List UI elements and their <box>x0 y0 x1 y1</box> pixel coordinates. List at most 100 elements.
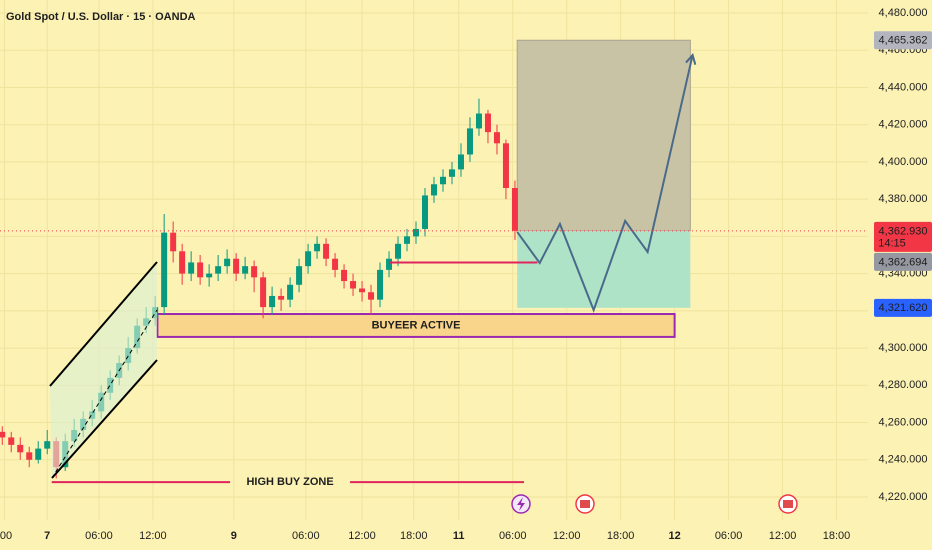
candle-body <box>323 243 330 259</box>
x-tick-label: 12:00 <box>553 530 581 542</box>
candle-body <box>260 277 267 308</box>
y-tick-label: 4,380.000 <box>879 193 928 205</box>
stop-box <box>517 230 691 308</box>
y-tick-label: 4,420.000 <box>879 119 928 131</box>
countdown: 14:15 <box>878 237 906 249</box>
price-label-box <box>874 31 932 50</box>
price-label-box <box>874 221 932 252</box>
x-tick-label: 18:00 <box>400 530 428 542</box>
candle-body <box>484 113 491 133</box>
channel-line <box>51 359 158 479</box>
price-label-box <box>874 298 932 317</box>
candle-body <box>314 243 321 252</box>
candle-body <box>475 113 482 129</box>
x-tick-label: 06:00 <box>499 530 527 542</box>
candle-body <box>206 273 213 278</box>
y-tick-label: 4,280.000 <box>879 379 928 391</box>
candle-body <box>278 295 285 300</box>
candle-body <box>404 236 411 244</box>
candle-body <box>413 228 420 237</box>
candle-body <box>350 281 357 289</box>
event-icon <box>517 497 525 511</box>
x-tick-label: 9 <box>231 530 237 542</box>
candle-body <box>431 184 437 196</box>
candle-body <box>269 295 276 308</box>
price-label-box <box>874 252 932 271</box>
channel-mid <box>51 309 158 479</box>
candle-body <box>359 288 366 293</box>
y-tick-label: 4,260.000 <box>879 416 928 428</box>
x-tick-label: 11 <box>453 530 465 542</box>
price-label: 4,362.694 <box>879 256 928 268</box>
price-label: 4,465.362 <box>879 35 928 47</box>
candle-body <box>8 437 15 445</box>
candle-body <box>179 251 186 274</box>
price-label: 4,321.620 <box>879 302 928 314</box>
candle-body <box>377 269 384 300</box>
candle-body <box>26 452 33 460</box>
x-tick-label: 18:00 <box>607 530 635 542</box>
x-tick-label: :00 <box>0 530 12 542</box>
candle-body <box>502 143 509 188</box>
candle-body <box>242 266 249 274</box>
target-box <box>516 39 691 232</box>
axis-bg <box>868 0 932 550</box>
x-tick-label: 18:00 <box>823 530 851 542</box>
candle-body <box>233 258 240 274</box>
chart-title: Gold Spot / U.S. Dollar · 15 · OANDA <box>6 11 196 23</box>
candle-body <box>188 262 195 274</box>
candle-body <box>448 169 455 177</box>
zone <box>156 313 676 338</box>
x-tick-label: 06:00 <box>85 530 113 542</box>
zone-label: BUYEER ACTIVE <box>372 319 461 331</box>
price-axis: 4,220.000 4,240.000 4,260.000 4,280.000 4,30… <box>868 0 932 550</box>
annotations: BUYEER ACTIVE HIGH BUY ZONE <box>0 53 868 488</box>
candle-body <box>197 262 204 278</box>
buy-zone-label: HIGH BUY ZONE <box>246 476 333 488</box>
y-tick-label: 4,480.000 <box>879 7 928 19</box>
y-tick-label: 4,300.000 <box>879 342 928 354</box>
arrow-head <box>685 53 697 65</box>
candle-body <box>332 258 339 270</box>
candle-body <box>224 258 231 267</box>
y-tick-label: 4,400.000 <box>879 156 928 168</box>
y-tick-label: 4,240.000 <box>879 454 928 466</box>
candle-body <box>493 132 500 144</box>
candle-body <box>215 266 222 274</box>
channel-fill <box>50 262 157 478</box>
candle-body <box>341 269 348 282</box>
x-tick-label: 7 <box>44 530 50 542</box>
projection-path <box>516 54 694 313</box>
candle-body <box>251 266 258 278</box>
candle-body <box>35 448 42 460</box>
x-tick-label: 06:00 <box>292 530 320 542</box>
x-tick-label: 06:00 <box>715 530 743 542</box>
y-tick-label: 4,220.000 <box>879 491 928 503</box>
candle-body <box>17 444 24 453</box>
candle-body <box>386 258 393 270</box>
candle-body <box>511 187 518 231</box>
channel-line <box>49 261 158 387</box>
x-tick-label: 12 <box>668 530 680 542</box>
candle-body <box>422 195 429 229</box>
event-icon <box>783 500 793 508</box>
candle-body <box>305 251 312 267</box>
candle-body <box>457 154 464 170</box>
event-icon <box>580 500 590 508</box>
candle-body <box>368 292 375 300</box>
candle-body <box>44 441 51 449</box>
event-icons <box>511 494 798 514</box>
x-tick-label: 12:00 <box>769 530 797 542</box>
candle-body <box>439 176 446 185</box>
candle-body <box>296 266 303 285</box>
candle-body <box>161 232 168 308</box>
y-tick-label: 4,440.000 <box>879 81 928 93</box>
candle-body <box>0 431 6 438</box>
candle-body <box>287 284 294 300</box>
x-tick-label: 12:00 <box>348 530 376 542</box>
candle-body <box>395 243 402 259</box>
candle-body <box>466 128 473 155</box>
